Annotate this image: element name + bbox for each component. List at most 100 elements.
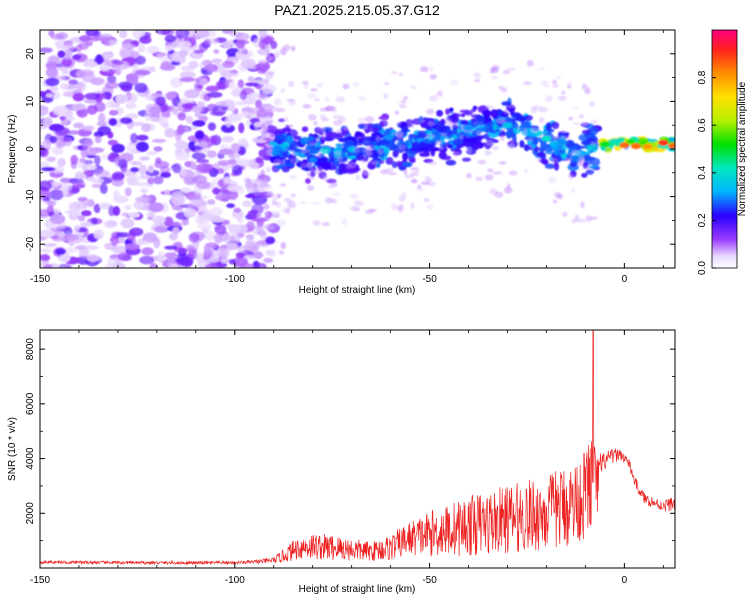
heatmap-cell [448, 122, 458, 128]
heatmap-cell [93, 229, 104, 240]
heatmap-cell [103, 53, 113, 60]
x-tick-label: 0 [622, 274, 628, 285]
x-tick-label: -100 [225, 274, 245, 285]
heatmap-cell [251, 203, 264, 215]
heatmap-cell [404, 140, 410, 148]
heatmap-cell [273, 97, 282, 106]
spectrogram-x-ticks: -150 -100 -50 0 [30, 30, 664, 285]
snr-panel: -150 -100 -50 0 2000 4000 6000 8000 Height of … [7, 329, 676, 595]
y-tick-label: 20 [25, 48, 36, 60]
heatmap-cell [575, 218, 586, 223]
heatmap-cell [266, 190, 274, 196]
heatmap-cell [408, 147, 420, 152]
heatmap-cell [60, 57, 75, 68]
heatmap-cell [310, 88, 318, 92]
heatmap-cell [350, 206, 360, 212]
heatmap-cell [153, 146, 163, 152]
heatmap-cell [237, 79, 244, 89]
heatmap-cell [115, 232, 131, 238]
heatmap-cell [642, 143, 653, 150]
heatmap-cell [475, 176, 484, 182]
heatmap-cell [472, 105, 478, 110]
heatmap-cell [547, 176, 557, 184]
heatmap-cell [91, 178, 104, 184]
heatmap-cell [462, 141, 473, 147]
heatmap-cell [397, 204, 404, 208]
heatmap-cell [112, 245, 126, 254]
heatmap-cell [146, 45, 160, 55]
heatmap-cell [238, 122, 245, 134]
heatmap-cell [141, 123, 151, 133]
heatmap-cell [375, 135, 381, 142]
heatmap-cell [571, 218, 577, 224]
heatmap-cell [43, 243, 58, 248]
heatmap-cell [245, 194, 258, 199]
heatmap-cell [125, 102, 137, 110]
heatmap-cell [477, 159, 487, 165]
heatmap-cell [256, 63, 267, 69]
heatmap-cell [155, 96, 166, 106]
heatmap-cell [279, 183, 287, 187]
heatmap-cell [119, 48, 131, 58]
heatmap-cell [428, 95, 439, 102]
heatmap-cell [309, 168, 316, 174]
heatmap-cell [426, 177, 433, 183]
heatmap-cell [112, 60, 124, 66]
heatmap-cell [283, 159, 293, 165]
colorbar-ticks: 0.0 0.2 0.4 0.6 0.8 [697, 70, 716, 275]
heatmap-cell [288, 80, 295, 88]
heatmap-cell [538, 106, 548, 113]
heatmap-cell [360, 159, 369, 163]
heatmap-cell [391, 203, 397, 211]
heatmap-cell [220, 79, 233, 83]
heatmap-cell [137, 44, 146, 53]
heatmap-cell [160, 110, 171, 118]
heatmap-cell [40, 248, 53, 253]
heatmap-cell [420, 181, 430, 185]
heatmap-cell [181, 218, 189, 226]
heatmap-cell [40, 189, 52, 198]
heatmap-cell [240, 111, 250, 116]
heatmap-cell [487, 168, 494, 173]
heatmap-cell [104, 263, 121, 268]
heatmap-cell [429, 66, 434, 72]
heatmap-cell [68, 79, 78, 85]
heatmap-cell [79, 35, 92, 42]
heatmap-cell [431, 128, 436, 134]
heatmap-cell [335, 96, 346, 103]
heatmap-cell [50, 33, 65, 40]
heatmap-cell [45, 93, 53, 98]
heatmap-cell [482, 133, 490, 140]
heatmap-cell [230, 143, 240, 153]
heatmap-cell [104, 81, 119, 89]
heatmap-cell [72, 92, 85, 102]
heatmap-cell [320, 114, 326, 120]
heatmap-cell [153, 237, 161, 249]
heatmap-cell [80, 222, 95, 227]
snr-series-line [40, 330, 675, 566]
heatmap-cell [327, 184, 334, 189]
heatmap-cell [309, 156, 318, 163]
heatmap-cell [316, 127, 326, 132]
heatmap-cell [57, 158, 66, 167]
heatmap-cell [209, 111, 225, 116]
heatmap-cell [157, 251, 165, 260]
heatmap-cell [264, 55, 272, 62]
colorbar-tick-label: 0.2 [697, 213, 708, 227]
heatmap-cell [205, 85, 220, 92]
heatmap-cell [40, 105, 49, 116]
heatmap-cell [586, 137, 595, 142]
heatmap-cell [401, 162, 413, 167]
colorbar: 0.0 0.2 0.4 0.6 0.8 Normalized spectral ampl… [697, 29, 748, 275]
heatmap-cell [272, 145, 282, 154]
heatmap-cell [96, 121, 108, 127]
heatmap-cell [492, 171, 503, 175]
heatmap-cell [575, 145, 586, 150]
heatmap-cell [544, 163, 556, 169]
heatmap-cell [588, 101, 596, 107]
heatmap-cell [94, 135, 102, 144]
heatmap-cell [108, 205, 115, 217]
heatmap-cell [282, 44, 291, 51]
heatmap-cell [120, 84, 133, 92]
heatmap-cell [68, 201, 81, 212]
